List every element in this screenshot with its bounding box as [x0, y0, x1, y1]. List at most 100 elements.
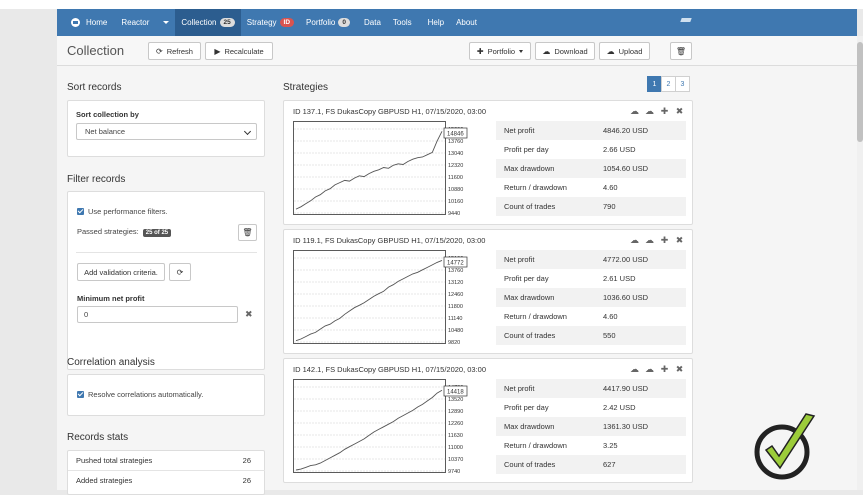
close-icon[interactable]: ✖ — [675, 106, 684, 116]
add-validation-button[interactable]: Add validation criteria. — [77, 263, 165, 281]
strategy-card[interactable]: ID 137.1, FS DukasCopy GBPUSD H1, 07/15/… — [283, 100, 693, 225]
plus-icon[interactable]: ✚ — [660, 106, 669, 116]
sort-records-title: Sort records — [67, 82, 122, 93]
upload-label: Upload — [618, 46, 643, 56]
records-stats-panel: Pushed total strategies 26 Added strateg… — [67, 450, 265, 495]
cloud-download-icon[interactable]: ☁ — [645, 106, 654, 116]
balance-chart: 1520013760130401232011600108801016094401… — [293, 121, 468, 216]
scrollbar-track[interactable] — [857, 36, 863, 490]
page-1-button[interactable]: 1 — [647, 76, 662, 92]
stat-label: Max drawdown — [504, 422, 555, 431]
current-value-box — [443, 385, 468, 397]
balance-line — [295, 389, 443, 471]
download-button[interactable]: ☁ Download — [535, 42, 595, 60]
cloud-upload-icon[interactable]: ☁ — [630, 106, 639, 116]
y-tick-label: 11140 — [448, 316, 462, 322]
page-2-button[interactable]: 2 — [661, 76, 676, 92]
min-net-profit-input[interactable]: 0 — [77, 306, 238, 323]
page-3-button[interactable]: 3 — [675, 76, 690, 92]
resolve-correlations-checkbox[interactable] — [77, 391, 84, 398]
strategy-title: ID 137.1, FS DukasCopy GBPUSD H1, 07/15/… — [293, 107, 487, 116]
nav-help-label: Help — [427, 18, 445, 27]
nav-home[interactable]: Home — [57, 9, 113, 36]
balance-chart: 1478013520128901226011630110001037097401… — [293, 379, 468, 474]
nav-reactor[interactable]: Reactor — [113, 9, 175, 36]
nav-help[interactable]: Help — [418, 9, 450, 36]
y-tick-label: 9820 — [448, 340, 460, 345]
stat-label: Profit per day — [504, 145, 549, 154]
portfolio-dropdown-button[interactable]: ✚ Portfolio — [469, 42, 531, 60]
nav-portfolio[interactable]: Portfolio 0 — [300, 9, 356, 36]
recalculate-button[interactable]: ▶ Recalculate — [205, 42, 273, 60]
strategy-actions: ☁ ☁ ✚ ✖ — [630, 364, 684, 375]
strategy-badge: ID — [279, 18, 295, 27]
correlation-title: Correlation analysis — [67, 357, 155, 368]
use-filters-checkbox[interactable] — [77, 208, 84, 215]
stat-label: Added strategies — [76, 476, 133, 485]
strategy-title: ID 119.1, FS DukasCopy GBPUSD H1, 07/15/… — [293, 236, 486, 245]
nav-data[interactable]: Data — [356, 9, 387, 36]
stat-row: Return / drawdown 3.25 — [496, 436, 686, 455]
plus-icon[interactable]: ✚ — [660, 235, 669, 245]
min-net-profit-label: Minimum net profit — [77, 294, 145, 303]
stat-row: Added strategies 26 — [68, 470, 265, 489]
refresh-icon: ⟳ — [156, 46, 163, 56]
stat-label: Count of trades — [504, 202, 556, 211]
plus-icon[interactable]: ✚ — [660, 364, 669, 374]
checkmark-logo — [754, 413, 816, 480]
play-icon: ▶ — [214, 46, 221, 56]
stat-value: 2.66 USD — [603, 145, 636, 154]
y-tick-label: 9440 — [448, 211, 460, 216]
collection-count-badge: 25 — [219, 18, 235, 27]
sort-select[interactable]: Net balance — [76, 123, 257, 140]
main-content: Collection ⟳ Refresh ▶ Recalculate ✚ Por… — [57, 36, 857, 495]
current-value-box — [443, 127, 468, 139]
top-strip — [0, 0, 863, 9]
stat-row: Net profit 4772.00 USD — [496, 250, 686, 269]
plus-icon: ✚ — [476, 46, 484, 56]
refresh-filters-button[interactable]: ⟳ — [169, 263, 191, 281]
passed-strategies-text: Passed strategies: — [77, 227, 139, 236]
stat-label: Count of trades — [504, 460, 556, 469]
cloud-upload-icon[interactable]: ☁ — [630, 364, 639, 374]
nav-portfolio-label: Portfolio — [306, 18, 336, 27]
stat-value: 1054.60 USD — [603, 164, 649, 173]
nav-tools[interactable]: Tools — [387, 9, 418, 36]
stat-value: 550 — [603, 331, 616, 340]
nav-strategy[interactable]: Strategy ID — [241, 9, 300, 36]
y-tick-label: 13760 — [448, 268, 463, 274]
delete-collection-button[interactable]: 🗑 — [670, 42, 692, 60]
cloud-download-icon[interactable]: ☁ — [645, 364, 654, 374]
stat-row: Count of trades 550 — [496, 326, 686, 345]
stat-row: Net profit 4417.90 USD — [496, 379, 686, 398]
nav-strategy-label: Strategy — [246, 18, 277, 27]
y-tick-label: 13120 — [448, 280, 463, 286]
add-validation-label: Add validation criteria. — [84, 267, 158, 277]
use-filters-label: Use performance filters. — [88, 207, 168, 216]
close-icon[interactable]: ✖ — [245, 309, 253, 319]
stat-row: Count of trades 790 — [496, 197, 686, 216]
nav-collection[interactable]: Collection 25 — [175, 9, 241, 36]
refresh-button[interactable]: ⟳ Refresh — [148, 42, 201, 60]
upload-button[interactable]: ☁ Upload — [599, 42, 650, 60]
stat-label: Return / drawdown — [504, 183, 567, 192]
strategy-card[interactable]: ID 142.1, FS DukasCopy GBPUSD H1, 07/15/… — [283, 358, 693, 483]
stat-value: 627 — [603, 460, 616, 469]
stat-row: Pushed total strategies 26 — [68, 451, 265, 470]
y-tick-label: 9740 — [448, 469, 460, 474]
nav-about[interactable]: About — [450, 9, 483, 36]
correlation-panel: Resolve correlations automatically. — [67, 374, 265, 416]
stat-label: Pushed total strategies — [76, 456, 153, 465]
cloud-upload-icon[interactable]: ☁ — [630, 235, 639, 245]
y-tick-label: 11600 — [448, 175, 463, 181]
strategy-card[interactable]: ID 119.1, FS DukasCopy GBPUSD H1, 07/15/… — [283, 229, 693, 354]
cloud-download-icon[interactable]: ☁ — [645, 235, 654, 245]
close-icon[interactable]: ✖ — [675, 364, 684, 374]
scrollbar-thumb[interactable] — [857, 42, 863, 142]
nav-home-label: Home — [86, 18, 108, 27]
graduation-cap-icon[interactable] — [681, 18, 691, 24]
close-icon[interactable]: ✖ — [675, 235, 684, 245]
clear-filters-button[interactable]: 🗑 — [238, 224, 257, 241]
strategy-stats: Net profit 4772.00 USD Profit per day 2.61 … — [496, 250, 686, 345]
strategy-actions: ☁ ☁ ✚ ✖ — [630, 106, 684, 117]
